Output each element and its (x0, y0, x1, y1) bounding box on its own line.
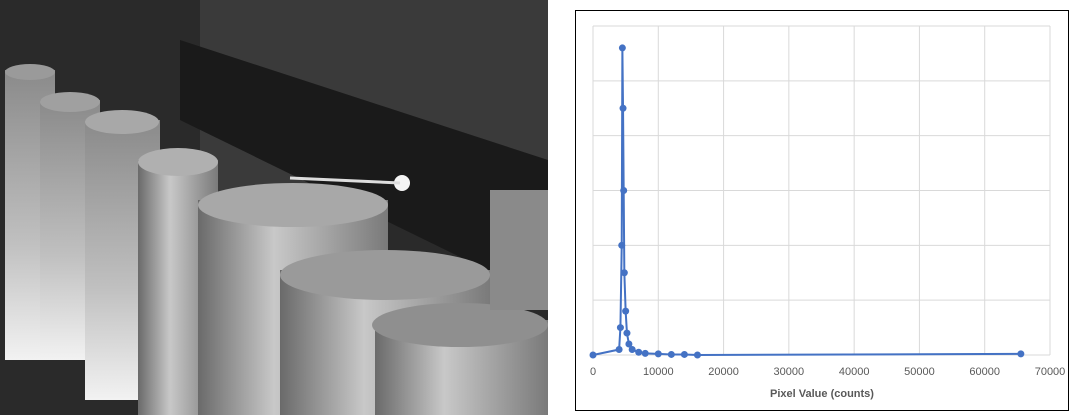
chart-frame (575, 10, 1069, 411)
marker (1017, 350, 1025, 358)
marker (693, 351, 701, 359)
x-tick-label: 50000 (904, 366, 935, 378)
chart: 0 10000 20000 30000 40000 50000 60000 70000 (589, 25, 1066, 378)
marker (616, 324, 624, 332)
x-tick-label: 40000 (839, 366, 870, 378)
x-tick-label: 30000 (774, 366, 805, 378)
marker (620, 187, 628, 194)
marker (620, 269, 628, 277)
marker (619, 104, 627, 112)
marker (628, 346, 636, 354)
marker (641, 349, 649, 357)
marker (622, 307, 630, 315)
x-tick-label: 10000 (643, 366, 674, 378)
x-axis-label: Pixel Value (counts) (770, 388, 874, 400)
marker (625, 340, 633, 348)
x-tick-label: 20000 (708, 366, 739, 378)
marker (589, 351, 597, 359)
marker (623, 329, 631, 337)
marker (667, 350, 675, 358)
marker (680, 350, 688, 358)
marker (618, 44, 626, 52)
marker (654, 350, 662, 358)
x-tick-label: 70000 (1035, 366, 1066, 378)
marker (615, 346, 623, 354)
marker (618, 241, 626, 249)
x-tick-label: 0 (590, 366, 596, 378)
marker (635, 348, 643, 356)
thermal-photo (0, 0, 548, 415)
x-tick-label: 60000 (969, 366, 1000, 378)
